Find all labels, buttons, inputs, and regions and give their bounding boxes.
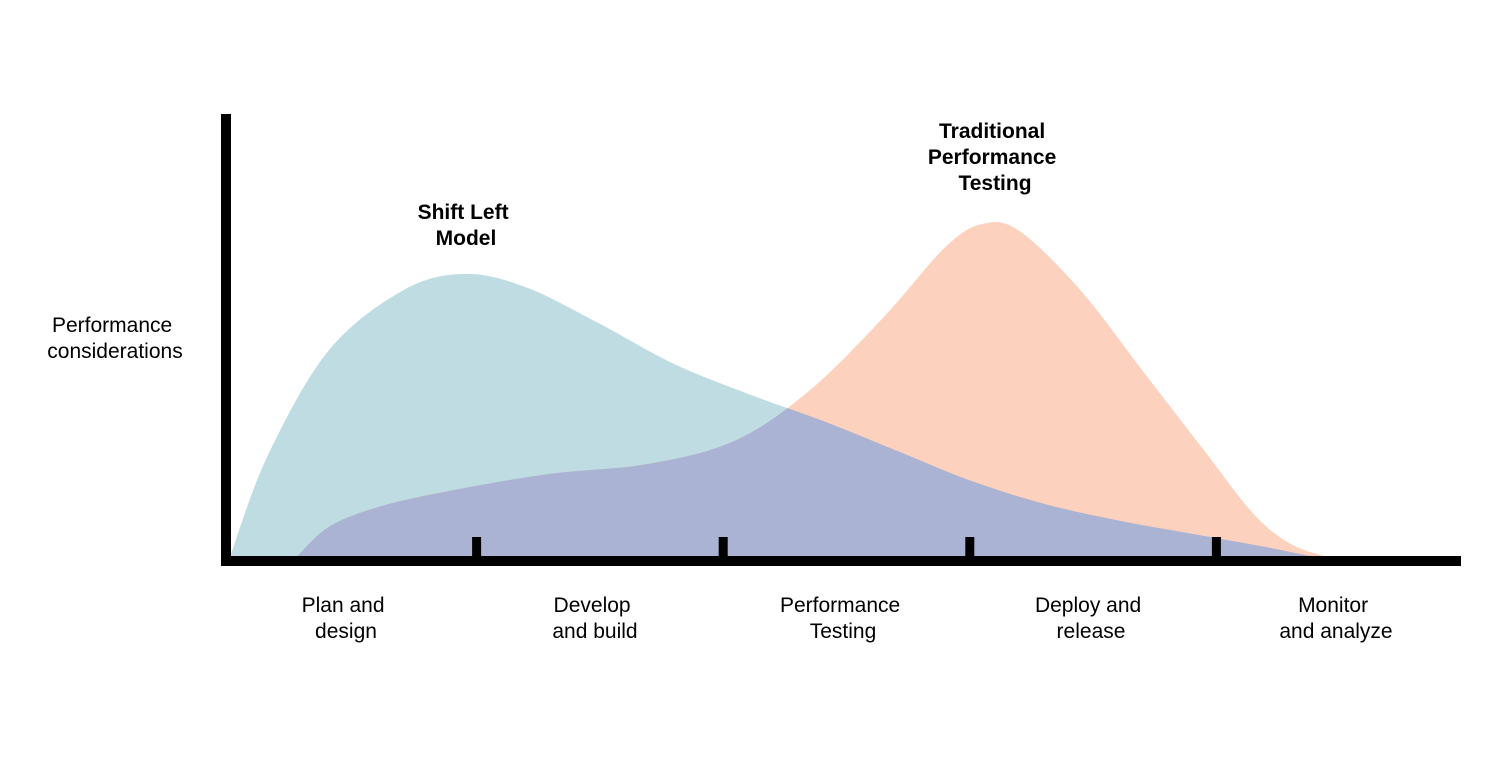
y-axis-label-line-2: considerations <box>47 340 182 363</box>
x-axis-category-labels: Plan and design Develop and build Perfor… <box>302 594 1393 643</box>
traditional-testing-label-line-1: Traditional <box>939 120 1045 143</box>
category-monitor-analyze-line-1: Monitor <box>1298 594 1368 617</box>
category-performance-testing-line-1: Performance <box>780 594 900 617</box>
category-performance-testing-line-2: Testing <box>810 620 877 643</box>
traditional-testing-label-line-3: Testing <box>958 172 1031 195</box>
shift-left-label-line-2: Model <box>436 227 497 250</box>
category-monitor-analyze-line-2: and analyze <box>1279 620 1392 643</box>
category-plan-design-line-2: design <box>315 620 377 643</box>
y-axis-label-line-1: Performance <box>52 314 172 337</box>
category-deploy-release-line-2: release <box>1057 620 1126 643</box>
category-plan-design: Plan and design <box>302 594 391 643</box>
category-develop-build-line-1: Develop <box>554 594 631 617</box>
category-monitor-analyze: Monitor and analyze <box>1279 594 1392 643</box>
traditional-testing-label-line-2: Performance <box>928 146 1056 169</box>
category-develop-build: Develop and build <box>552 594 637 643</box>
traditional-testing-label: Traditional Performance Testing <box>928 120 1062 195</box>
category-deploy-release-line-1: Deploy and <box>1035 594 1141 617</box>
category-plan-design-line-1: Plan and <box>302 594 385 617</box>
y-axis-label: Performance considerations <box>47 314 182 363</box>
traditional-testing-area <box>296 221 1328 557</box>
category-performance-testing: Performance Testing <box>780 594 906 643</box>
x-axis-ticks <box>472 537 1221 559</box>
shift-left-label: Shift Left Model <box>418 201 515 250</box>
shift-left-label-line-1: Shift Left <box>418 201 509 224</box>
category-deploy-release: Deploy and release <box>1035 594 1147 643</box>
category-develop-build-line-2: and build <box>552 620 637 643</box>
